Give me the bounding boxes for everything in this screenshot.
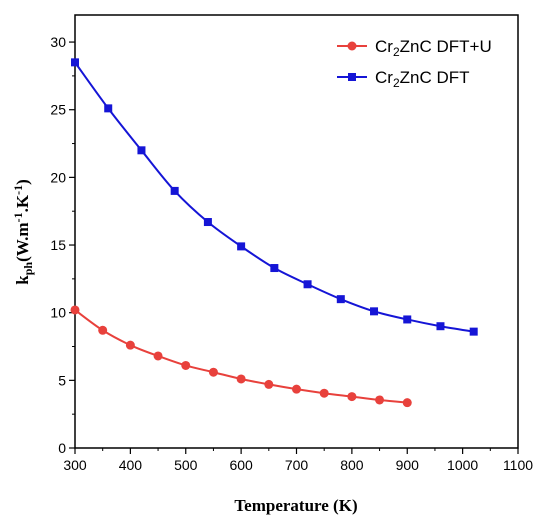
x-tick-label: 500 bbox=[174, 457, 198, 473]
series-line-0 bbox=[74, 309, 408, 404]
y-tick-label: 25 bbox=[50, 102, 66, 118]
x-tick-label: 1100 bbox=[503, 457, 533, 473]
data-point-square bbox=[469, 327, 478, 336]
data-point-circle bbox=[292, 384, 301, 394]
x-tick-label: 700 bbox=[285, 457, 309, 473]
data-point-square bbox=[170, 186, 179, 195]
legend-marker-square bbox=[348, 73, 356, 81]
legend-label-dft-u: Cr2ZnC DFT+U bbox=[375, 37, 492, 59]
data-point-circle bbox=[236, 374, 246, 384]
data-point-circle bbox=[98, 325, 108, 335]
x-tick-label: 300 bbox=[63, 457, 87, 473]
data-point-circle bbox=[208, 367, 218, 377]
data-point-square bbox=[336, 295, 345, 304]
data-point-square bbox=[270, 264, 279, 273]
legend-entry-dft: Cr2ZnC DFT bbox=[337, 68, 470, 90]
x-tick-label: 600 bbox=[229, 457, 253, 473]
x-tick-label: 1000 bbox=[447, 457, 478, 473]
data-point-circle bbox=[181, 360, 191, 370]
y-tick-label: 5 bbox=[58, 372, 66, 388]
legend-label-dft: Cr2ZnC DFT bbox=[375, 68, 470, 90]
data-point-square bbox=[436, 322, 445, 331]
data-point-circle bbox=[125, 340, 135, 350]
data-point-square bbox=[71, 58, 79, 67]
data-point-square bbox=[104, 104, 113, 113]
data-point-circle bbox=[70, 305, 80, 315]
data-point-circle bbox=[402, 398, 412, 408]
data-point-square bbox=[137, 146, 146, 155]
data-point-circle bbox=[375, 395, 385, 405]
data-point-square bbox=[237, 242, 246, 251]
data-point-square bbox=[370, 307, 379, 316]
series-line-1 bbox=[74, 61, 474, 333]
y-tick-label: 15 bbox=[50, 237, 66, 253]
y-tick-label: 30 bbox=[50, 34, 66, 50]
data-point-square bbox=[203, 218, 212, 227]
x-tick-label: 400 bbox=[119, 457, 143, 473]
y-tick-label: 10 bbox=[50, 305, 66, 321]
y-tick-label: 20 bbox=[50, 169, 66, 185]
data-point-square bbox=[403, 315, 412, 324]
data-point-circle bbox=[347, 392, 357, 402]
legend-entry-dft-u: Cr2ZnC DFT+U bbox=[337, 37, 492, 59]
x-tick-label: 800 bbox=[340, 457, 364, 473]
x-tick-label: 900 bbox=[396, 457, 420, 473]
data-point-square bbox=[303, 280, 312, 289]
data-point-circle bbox=[319, 388, 329, 398]
data-point-circle bbox=[153, 351, 163, 361]
x-axis-label: Temperature (K) bbox=[234, 496, 357, 515]
y-axis-label: kph(W.m-1.K-1) bbox=[11, 179, 35, 285]
legend: Cr2ZnC DFT+U Cr2ZnC DFT bbox=[337, 37, 492, 90]
data-point-circle bbox=[264, 379, 274, 389]
y-tick-label: 0 bbox=[58, 440, 66, 456]
axis-ticks: 300 400 500 600 700 800 900 1000 1100 0 5 10 15 20 25 3… bbox=[50, 34, 533, 473]
series-layer bbox=[70, 58, 478, 408]
legend-marker-circle bbox=[347, 41, 357, 51]
